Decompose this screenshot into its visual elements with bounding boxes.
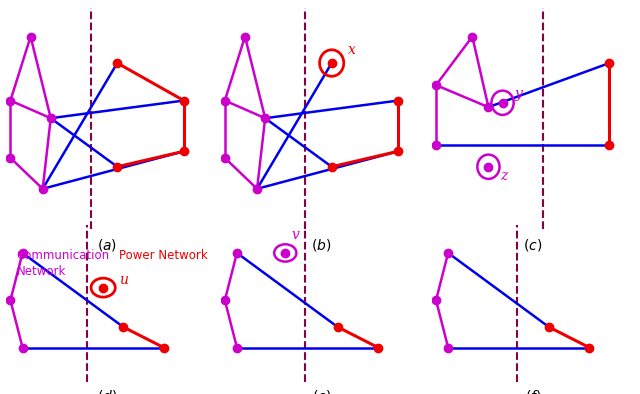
- Text: $(f)$: $(f)$: [525, 388, 541, 394]
- Text: $(e)$: $(e)$: [312, 388, 332, 394]
- Text: y: y: [515, 87, 522, 101]
- Text: v: v: [291, 228, 300, 242]
- Text: z: z: [500, 169, 508, 183]
- Text: Power Network: Power Network: [119, 249, 208, 262]
- Text: $(b)$: $(b)$: [312, 237, 332, 253]
- Text: $(d)$: $(d)$: [97, 388, 117, 394]
- Text: $(c)$: $(c)$: [523, 237, 543, 253]
- Text: x: x: [348, 43, 356, 57]
- Text: $(a)$: $(a)$: [97, 237, 117, 253]
- Text: Communication
Network: Communication Network: [17, 249, 110, 279]
- Text: u: u: [119, 273, 128, 288]
